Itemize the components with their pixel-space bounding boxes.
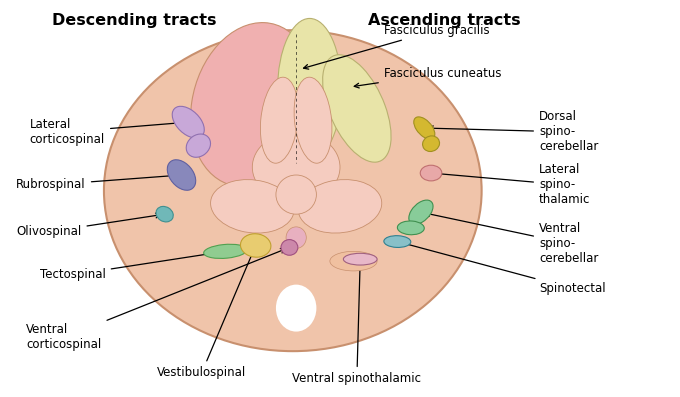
Ellipse shape	[409, 200, 433, 224]
Ellipse shape	[104, 30, 481, 351]
Ellipse shape	[276, 285, 316, 331]
Ellipse shape	[186, 134, 211, 157]
Text: Vestibulospinal: Vestibulospinal	[157, 249, 254, 379]
Ellipse shape	[420, 165, 442, 181]
Ellipse shape	[322, 55, 391, 162]
Ellipse shape	[260, 77, 299, 163]
Text: Dorsal
spino-
cerebellar: Dorsal spino- cerebellar	[428, 110, 598, 154]
Text: Rubrospinal: Rubrospinal	[16, 173, 177, 191]
Text: Lateral
spino-
thalamic: Lateral spino- thalamic	[435, 163, 590, 206]
Ellipse shape	[384, 236, 411, 247]
Ellipse shape	[172, 106, 204, 138]
Ellipse shape	[211, 179, 294, 233]
Ellipse shape	[294, 77, 332, 163]
Ellipse shape	[190, 23, 314, 187]
Ellipse shape	[286, 227, 306, 249]
Ellipse shape	[277, 18, 341, 159]
Text: Spinotectal: Spinotectal	[401, 242, 606, 295]
Ellipse shape	[156, 206, 173, 222]
Text: Fasciculus gracilis: Fasciculus gracilis	[303, 24, 490, 69]
Ellipse shape	[299, 179, 381, 233]
Text: Ventral spinothalamic: Ventral spinothalamic	[292, 263, 422, 385]
Text: Descending tracts: Descending tracts	[52, 13, 216, 27]
Ellipse shape	[422, 136, 439, 152]
Ellipse shape	[414, 117, 435, 139]
Ellipse shape	[252, 132, 340, 202]
Ellipse shape	[241, 234, 271, 257]
Text: Olivospinal: Olivospinal	[16, 213, 160, 238]
Text: Ventral
corticospinal: Ventral corticospinal	[27, 249, 286, 351]
Ellipse shape	[204, 244, 247, 258]
Text: Ventral
spino-
cerebellar: Ventral spino- cerebellar	[425, 212, 598, 265]
Text: Lateral
corticospinal: Lateral corticospinal	[30, 118, 184, 146]
Ellipse shape	[330, 251, 377, 271]
Ellipse shape	[167, 160, 196, 190]
Text: Fasciculus cuneatus: Fasciculus cuneatus	[354, 67, 501, 88]
Text: Ascending tracts: Ascending tracts	[369, 13, 521, 27]
Ellipse shape	[281, 240, 298, 255]
Ellipse shape	[397, 221, 424, 235]
Text: Tectospinal: Tectospinal	[40, 251, 221, 281]
Ellipse shape	[343, 253, 377, 265]
Ellipse shape	[276, 175, 316, 214]
